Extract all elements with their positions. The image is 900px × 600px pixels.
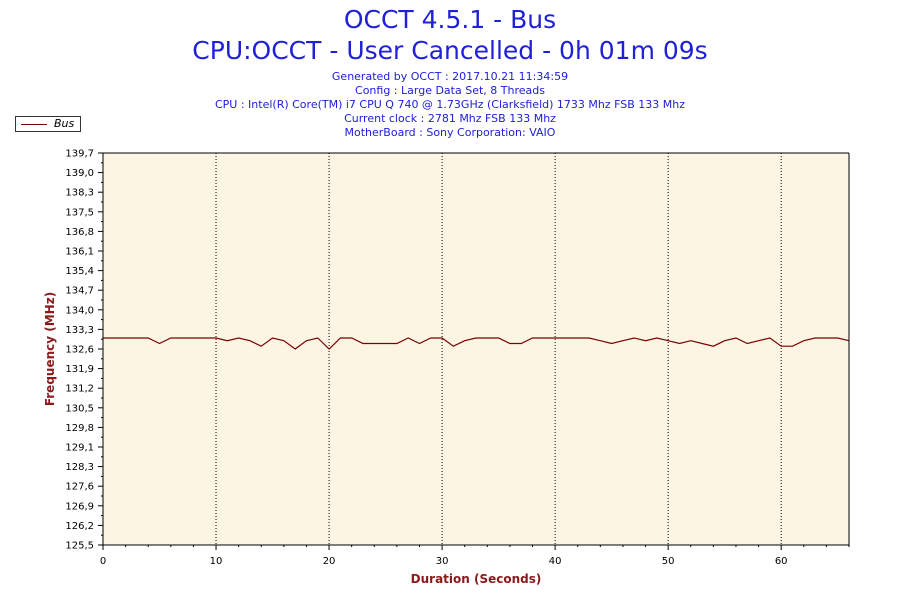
y-tick-label: 135,4 [65, 266, 94, 277]
info-motherboard: MotherBoard : Sony Corporation: VAIO [344, 126, 556, 139]
series-line-bus [103, 337, 850, 350]
x-tick-label: 10 [210, 556, 223, 567]
info-cpu: CPU : Intel(R) Core(TM) i7 CPU Q 740 @ 1… [214, 98, 686, 111]
y-tick-label: 131,2 [65, 384, 94, 395]
y-tick-label: 137,5 [65, 207, 94, 218]
y-tick-label: 132,6 [65, 345, 94, 356]
y-tick-label: 139,0 [65, 168, 94, 179]
y-tick-label: 126,2 [65, 521, 94, 532]
x-axis-title: Duration (Seconds) [411, 572, 542, 586]
plot-background [103, 153, 849, 545]
info-config: Config : Large Data Set, 8 Threads [355, 84, 545, 97]
y-tick-label: 134,7 [65, 286, 94, 297]
ticks: 125,5 126,2 126,9 127,6 128,3 129,1 129,8 130,5… [65, 149, 850, 567]
series-layer [103, 337, 850, 350]
y-tick-label: 139,7 [65, 149, 94, 160]
y-tick-label: 128,3 [65, 462, 94, 473]
y-axis-title: Frequency (MHz) [43, 292, 57, 406]
y-tick-label: 127,6 [65, 482, 94, 493]
x-tick-label: 40 [549, 556, 562, 567]
info-generated: Generated by OCCT : 2017.10.21 11:34:59 [331, 70, 569, 83]
y-tick-label: 129,8 [65, 423, 94, 434]
y-tick-label: 130,5 [65, 403, 94, 414]
y-tick-label: 136,8 [65, 227, 94, 238]
chart-title: OCCT 4.5.1 - Bus [343, 5, 557, 34]
legend-swatch-bus [21, 124, 47, 125]
plot-area [103, 153, 849, 545]
x-tick-label: 60 [775, 556, 788, 567]
info-current-clock: Current clock : 2781 Mhz FSB 133 Mhz [344, 112, 556, 125]
y-tick-label: 126,9 [65, 501, 94, 512]
x-tick-label: 0 [100, 556, 106, 567]
legend-label-bus: Bus [54, 117, 75, 130]
y-tick-label: 125,5 [65, 541, 94, 552]
x-tick-label: 50 [662, 556, 675, 567]
y-tick-label: 129,1 [65, 443, 94, 454]
y-tick-label: 138,3 [65, 188, 94, 199]
y-tick-label: 134,0 [65, 305, 94, 316]
x-tick-label: 20 [323, 556, 336, 567]
chart-legend: Bus [15, 116, 81, 132]
x-tick-label: 30 [436, 556, 449, 567]
y-tick-label: 131,9 [65, 364, 94, 375]
y-tick-label: 133,3 [65, 325, 94, 336]
y-tick-label: 136,1 [65, 247, 94, 258]
chart-subtitle: CPU:OCCT - User Cancelled - 0h 01m 09s [192, 36, 708, 65]
